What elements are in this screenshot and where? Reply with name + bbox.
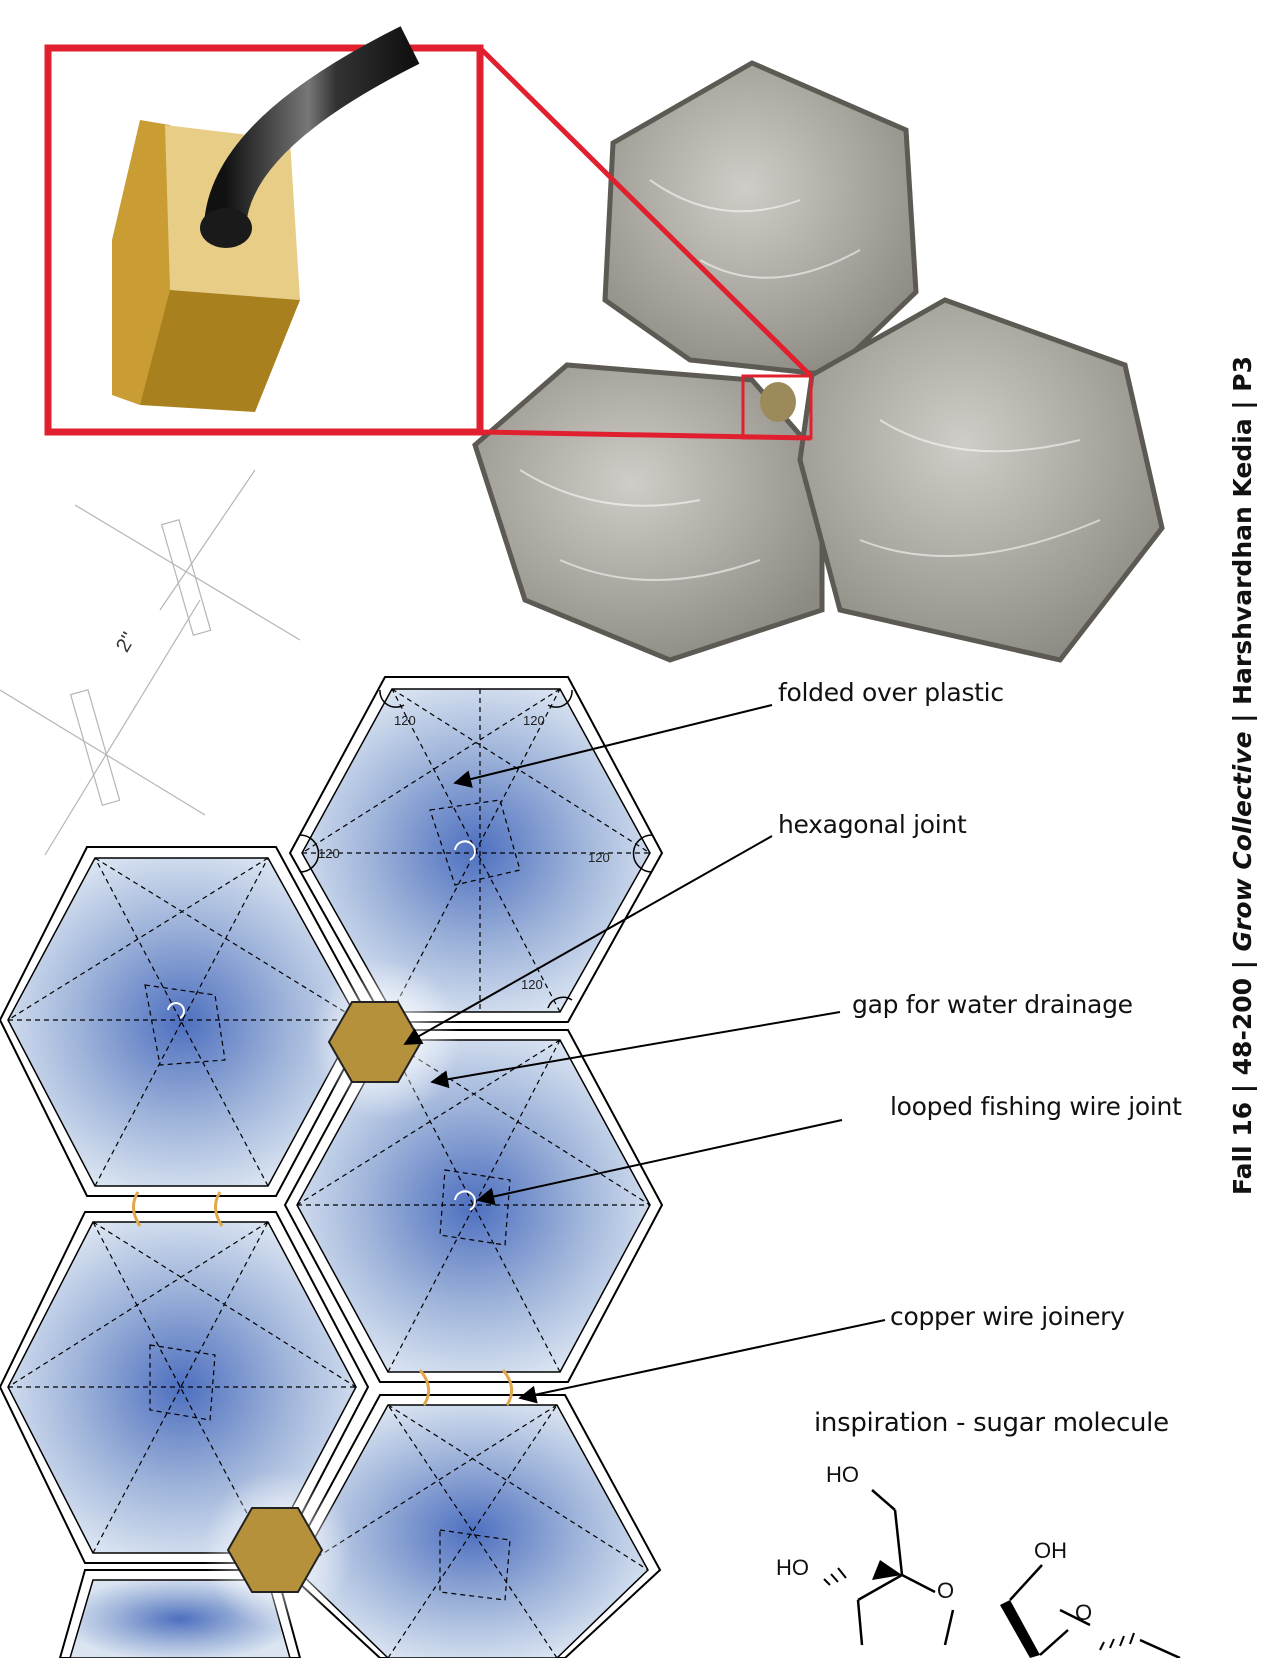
- angle-label: 120: [521, 977, 543, 992]
- label-inspiration: inspiration - sugar molecule: [814, 1408, 1169, 1438]
- credit-author: | Harshvardhan Kedia | P3: [1228, 356, 1257, 732]
- prototype-photo: [472, 60, 1165, 663]
- molecule-label-ho-top: HO: [826, 1462, 859, 1487]
- joint-piece-photo: [760, 382, 796, 422]
- angle-label: 120: [318, 846, 340, 861]
- sheet-credit: Fall 16 | 48-200 | Grow Collective | Har…: [1228, 356, 1257, 1195]
- molecule-label-ho-left: HO: [776, 1555, 809, 1580]
- label-gap-for-water-drainage: gap for water drainage: [852, 990, 1133, 1019]
- label-hexagonal-joint: hexagonal joint: [778, 810, 967, 839]
- tubing: [204, 26, 420, 228]
- plastic-hex-right: [797, 297, 1165, 663]
- arrow-copper: [518, 1319, 886, 1404]
- arrow-loop: [476, 1119, 843, 1206]
- joint-detail-callout: [44, 26, 813, 441]
- tile-plan-drawing: [0, 676, 664, 1658]
- label-copper-wire-joinery: copper wire joinery: [890, 1302, 1125, 1331]
- hex-joint-upper: [327, 1001, 423, 1083]
- arrow-gap: [430, 1011, 841, 1089]
- arrow-folded: [453, 704, 773, 788]
- joint-block-front-face: [140, 290, 300, 412]
- molecule-label-oh: OH: [1034, 1538, 1067, 1563]
- arrow-hex-joint: [403, 835, 773, 1045]
- molecule-label-ring-oxygen-1: O: [937, 1578, 955, 1603]
- molecule-label-ring-oxygen-2: O: [1075, 1600, 1093, 1625]
- sugar-molecule: [823, 1489, 1181, 1658]
- angle-label: 120: [523, 713, 545, 728]
- label-folded-over-plastic: folded over plastic: [778, 678, 1004, 707]
- construction-lines: [0, 469, 301, 856]
- hex-joint-lower: [226, 1507, 324, 1593]
- angle-label: 120: [394, 713, 416, 728]
- credit-project: Grow Collective: [1228, 731, 1257, 952]
- copper-wire: [132, 1191, 142, 1227]
- callout-arrows: [403, 704, 886, 1404]
- label-looped-fishing-wire-joint: looped fishing wire joint: [890, 1092, 1182, 1121]
- angle-label: 120: [588, 850, 610, 865]
- credit-course: Fall 16 | 48-200 |: [1228, 951, 1257, 1195]
- plastic-hex-top: [602, 60, 919, 378]
